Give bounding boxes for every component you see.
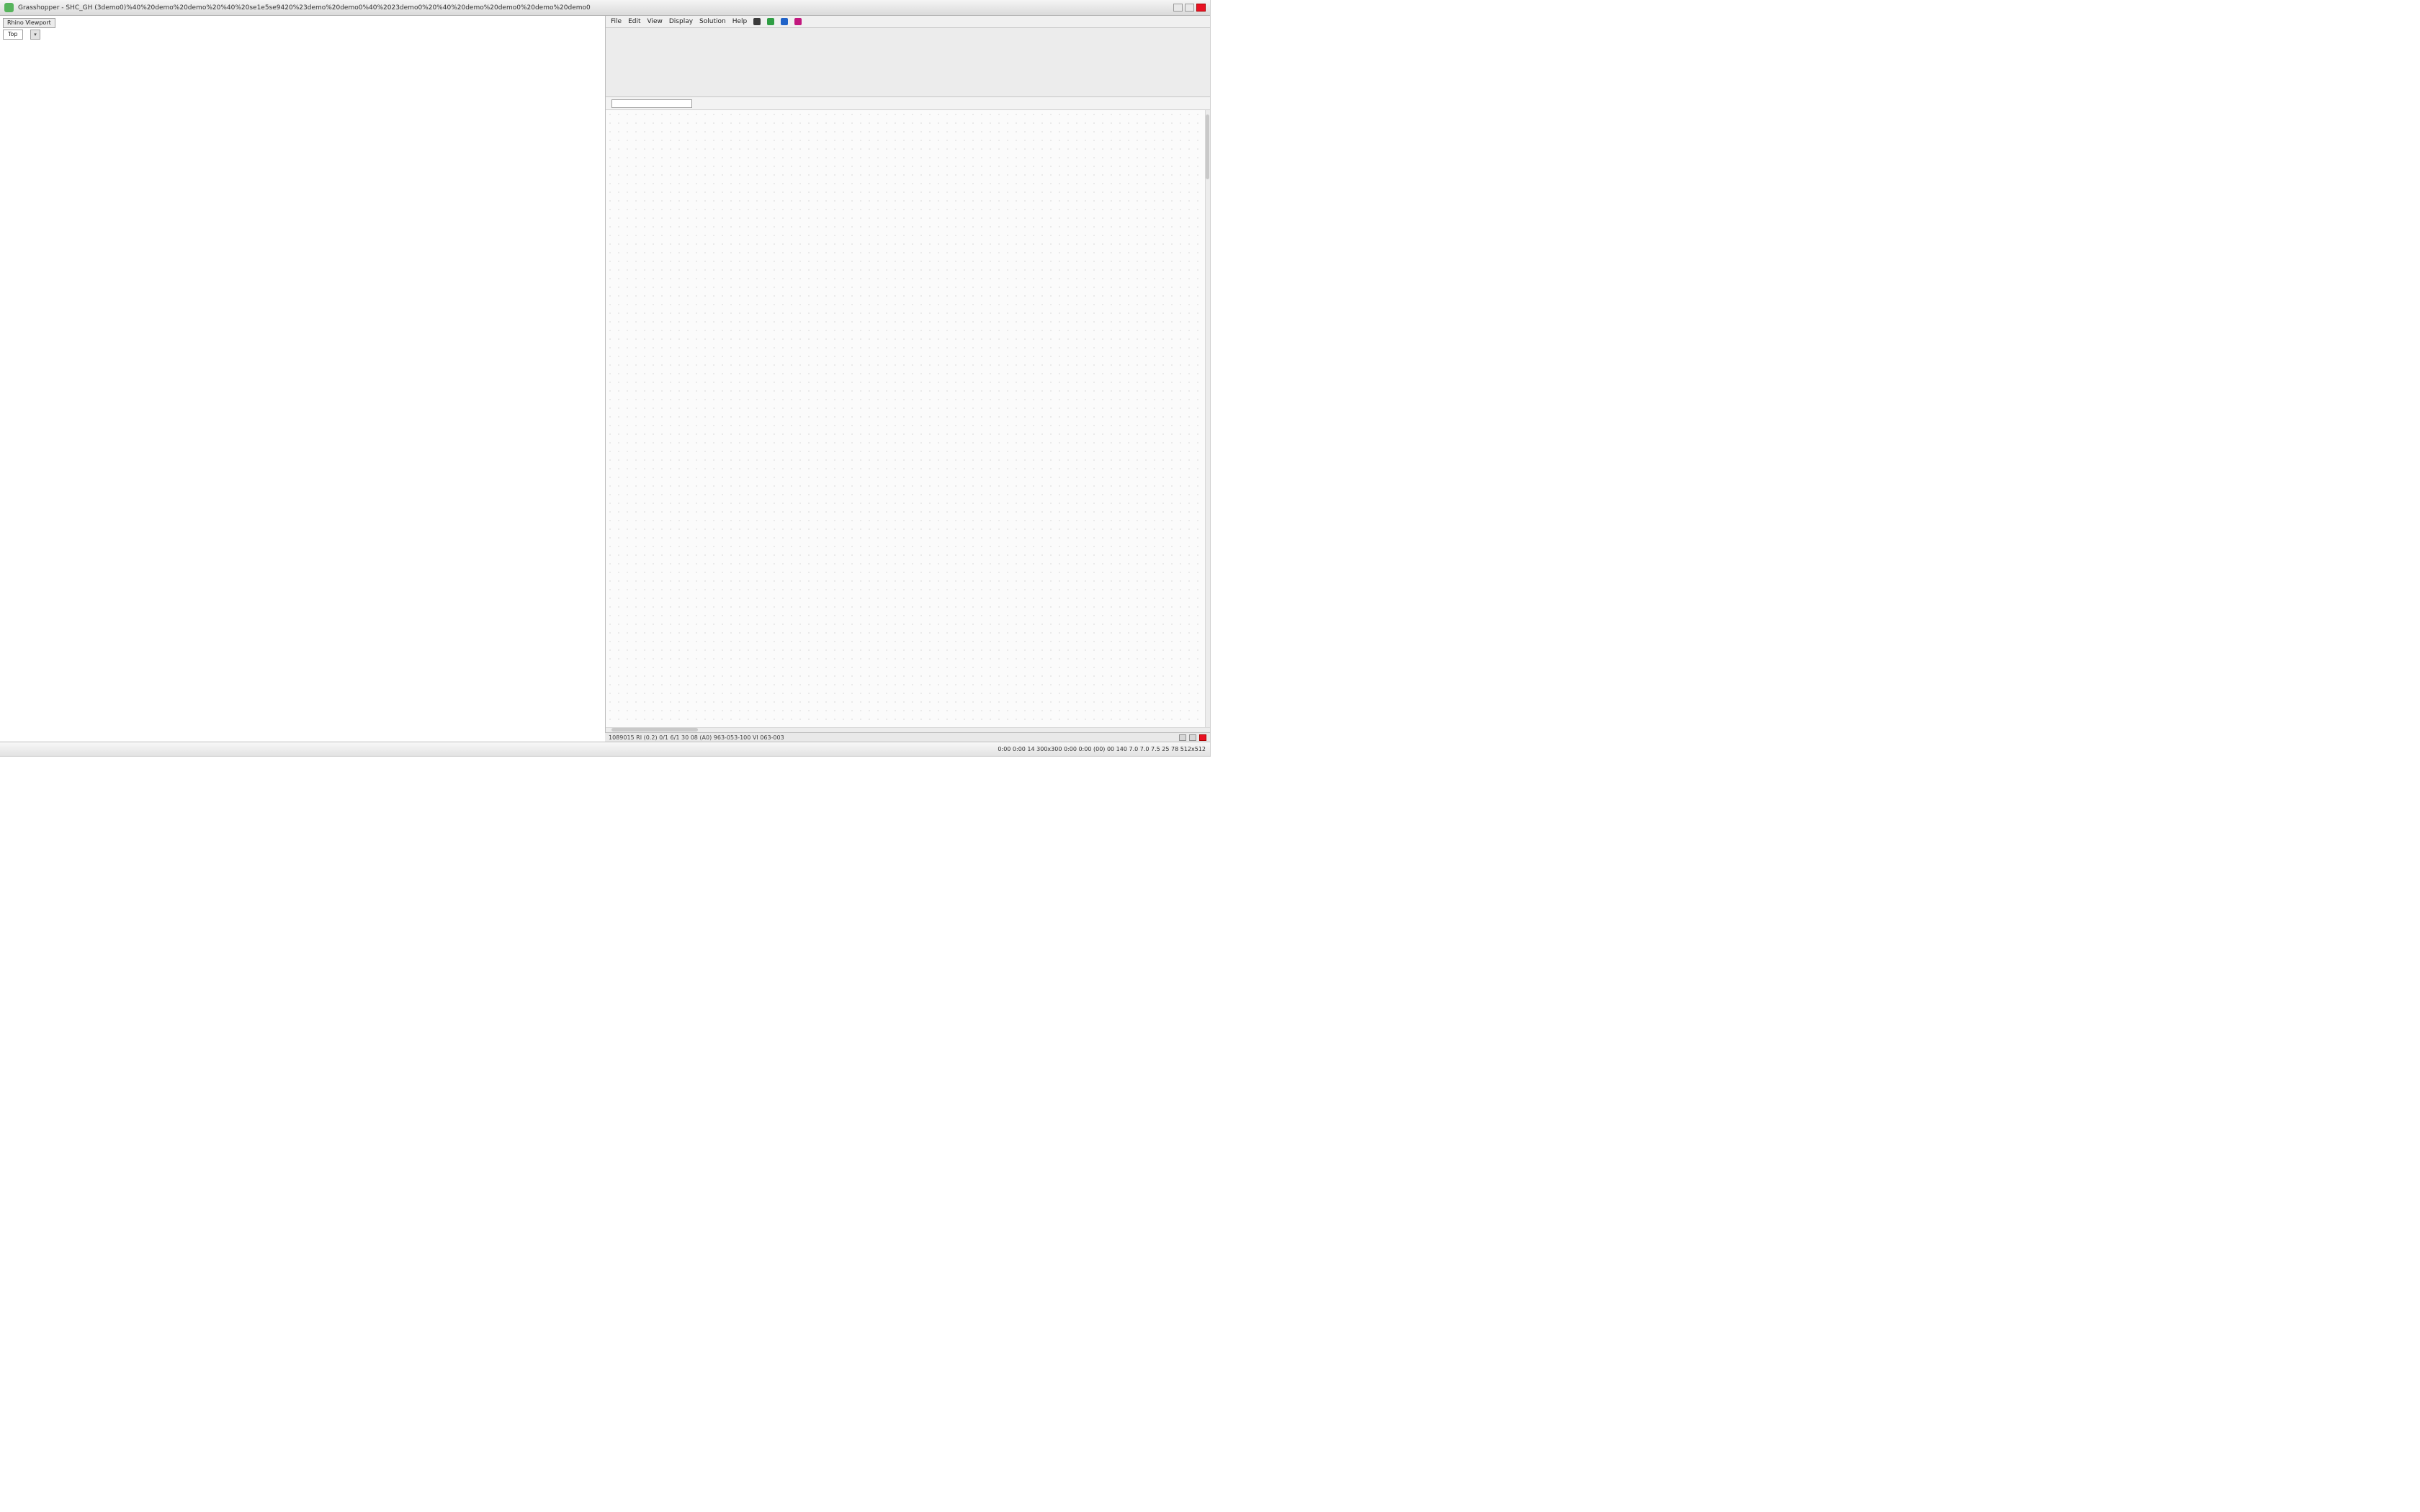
grasshopper-window: File Edit View Display Solution Help bbox=[605, 16, 1210, 732]
component-ribbon bbox=[606, 27, 1210, 97]
main-area: Rhino Viewport Top ▾ File Edit View Display… bbox=[0, 16, 1210, 732]
window-title: Grasshopper - SHC_GH (3demo0)%40%20demo%… bbox=[18, 4, 591, 12]
menu-chip-icon[interactable] bbox=[794, 18, 802, 25]
wires-svg bbox=[606, 110, 1210, 732]
viewport-top-tab[interactable]: Top bbox=[3, 30, 23, 40]
cmd-close-button[interactable] bbox=[1199, 734, 1206, 741]
menu-view[interactable]: View bbox=[647, 18, 663, 25]
ribbon-tab-strip bbox=[606, 28, 623, 96]
gh-canvas[interactable] bbox=[606, 110, 1210, 732]
cmd-minimize-button[interactable] bbox=[1179, 734, 1186, 741]
menu-chip-icon[interactable] bbox=[767, 18, 775, 25]
canvas-toolbar bbox=[606, 97, 1210, 110]
rhino-viewport[interactable]: Rhino Viewport Top ▾ bbox=[0, 16, 605, 732]
menu-help[interactable]: Help bbox=[732, 18, 748, 25]
quadrant: Grasshopper - SHC_GH (3demo0)%40%20demo%… bbox=[0, 0, 1211, 757]
viewport-tab-dropdown-icon[interactable]: ▾ bbox=[30, 30, 40, 40]
taskbar: 0:00 0:00 14 300x300 0:00 0:00 (00) 00 1… bbox=[0, 742, 1210, 756]
menu-solution[interactable]: Solution bbox=[699, 18, 726, 25]
vertical-scrollbar[interactable] bbox=[1205, 110, 1210, 732]
menu-edit[interactable]: Edit bbox=[628, 18, 641, 25]
viewport-window-tab[interactable]: Rhino Viewport bbox=[3, 18, 55, 28]
canvas-search-input[interactable] bbox=[611, 99, 692, 108]
grasshopper-logo-icon bbox=[4, 3, 14, 12]
horizontal-scrollbar[interactable] bbox=[606, 727, 1210, 732]
menu-display[interactable]: Display bbox=[668, 18, 694, 25]
menu-file[interactable]: File bbox=[611, 18, 622, 25]
menu-bar: File Edit View Display Solution Help bbox=[606, 16, 1210, 27]
taskbar-status-text: 0:00 0:00 14 300x300 0:00 0:00 (00) 00 1… bbox=[998, 746, 1206, 752]
command-bar: 1089015 RI (0.2) 0/1 6/1 30 08 (A0) 963-… bbox=[605, 732, 1210, 742]
maximize-button[interactable] bbox=[1185, 4, 1194, 12]
grasshopper-titlebar[interactable]: Grasshopper - SHC_GH (3demo0)%40%20demo%… bbox=[0, 0, 1210, 16]
apollonian-fractal-svg bbox=[0, 16, 605, 732]
cmd-maximize-button[interactable] bbox=[1189, 734, 1196, 741]
menu-chip-icon[interactable] bbox=[781, 18, 789, 25]
minimize-button[interactable] bbox=[1173, 4, 1183, 12]
menu-chip-icon[interactable] bbox=[753, 18, 761, 25]
window-buttons bbox=[1173, 4, 1206, 12]
command-bar-text: 1089015 RI (0.2) 0/1 6/1 30 08 (A0) 963-… bbox=[609, 734, 784, 741]
close-button[interactable] bbox=[1196, 4, 1206, 12]
